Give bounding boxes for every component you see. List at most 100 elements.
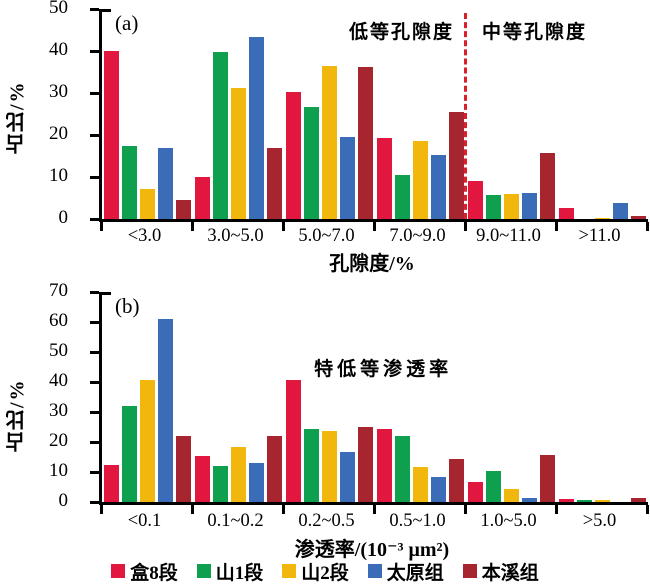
legend-label-1: 盒8段 <box>130 562 178 584</box>
y-tick-label-a-40: 40 <box>49 39 68 61</box>
bar-a-series1-cat6 <box>559 207 574 219</box>
annotation-ultra-low-permeability: 特低等渗透率 <box>314 359 453 380</box>
x-tick-b-0 <box>100 505 103 514</box>
y-tick-b-50 <box>90 351 99 354</box>
bar-b-series3-cat1 <box>140 379 155 502</box>
y-tick-b-0 <box>90 501 99 504</box>
bar-b-series2-cat6 <box>577 499 592 502</box>
y-tick-label-a-0: 0 <box>58 207 69 229</box>
bar-b-series2-cat2 <box>213 466 228 502</box>
bar-a-series4-cat6 <box>613 203 628 219</box>
bar-a-series3-cat1 <box>140 188 155 219</box>
bar-a-series2-cat3 <box>304 107 319 219</box>
x-tick-a-2 <box>282 222 285 231</box>
y-tick-label-a-50: 50 <box>49 0 68 19</box>
x-axis-tick-labels-b: <0.1 0.1~0.2 0.2~0.5 0.5~1.0 1.0~5.0 >5.0 <box>99 511 645 532</box>
x-tick-label-b-3: 0.2~0.5 <box>298 511 355 531</box>
bar-a-series4-cat3 <box>340 137 355 219</box>
bar-b-series4-cat1 <box>158 319 173 502</box>
legend-label-3: 山2段 <box>301 562 349 584</box>
bar-group-b-5 <box>466 292 557 502</box>
bar-group-a-3 <box>284 9 375 219</box>
bar-b-series3-cat2 <box>231 446 246 502</box>
bar-b-series2-cat3 <box>304 428 319 502</box>
x-tick-label-b-2: 0.1~0.2 <box>207 511 264 531</box>
legend-label-2: 山1段 <box>215 562 264 584</box>
bar-a-series1-cat1 <box>104 51 119 219</box>
bar-b-series5-cat6 <box>631 497 646 502</box>
bar-a-series3-cat6 <box>595 217 610 219</box>
x-tick-a-1 <box>191 222 194 231</box>
x-tick-label-b-1: <0.1 <box>127 511 162 531</box>
bar-b-series5-cat2 <box>267 436 282 502</box>
y-tick-a-10 <box>90 176 99 179</box>
legend-label-4: 太原组 <box>386 562 444 584</box>
bar-group-a-2 <box>193 9 284 219</box>
y-tick-a-40 <box>90 50 99 53</box>
bar-a-series5-cat2 <box>267 147 282 219</box>
bar-b-series1-cat1 <box>104 465 119 502</box>
bar-b-series1-cat6 <box>559 499 574 502</box>
y-tick-a-50 <box>90 8 99 11</box>
y-axis-top-tick-a <box>102 9 111 12</box>
panel-label-b: (b) <box>115 294 140 318</box>
bar-b-series5-cat5 <box>540 455 555 502</box>
bar-b-series3-cat5 <box>504 488 519 502</box>
bar-a-series2-cat2 <box>213 51 228 219</box>
x-tick-b-2 <box>282 505 285 514</box>
x-tick-label-a-4: 7.0~9.0 <box>389 226 446 246</box>
x-axis-tick-labels-a: <3.0 3.0~5.0 5.0~7.0 7.0~9.0 9.0~11.0 >11.0 <box>99 226 645 247</box>
bar-a-series3-cat2 <box>231 87 246 219</box>
bar-b-series5-cat3 <box>358 427 373 502</box>
bar-a-series4-cat4 <box>431 154 446 219</box>
x-tick-a-4 <box>464 222 467 231</box>
panel-b-permeability: 占比/% 0 10 20 30 40 50 60 70 (b) 特低等渗透率 <0.1 0.1~… <box>0 274 650 561</box>
bar-b-series4-cat3 <box>340 451 355 502</box>
plot-area-b: (b) 特低等渗透率 <box>90 291 649 514</box>
bar-a-series1-cat5 <box>468 181 483 219</box>
bar-b-series4-cat2 <box>249 463 264 502</box>
y-tick-label-b-20: 20 <box>49 430 68 452</box>
bar-groups-a <box>102 9 648 219</box>
y-axis-tick-labels-b: 0 10 20 30 40 50 60 70 <box>0 280 84 511</box>
bar-b-series4-cat4 <box>431 477 446 502</box>
bar-b-series5-cat4 <box>449 458 464 502</box>
bar-b-series2-cat5 <box>486 470 501 502</box>
bar-b-series3-cat6 <box>595 499 610 502</box>
bar-a-series5-cat1 <box>176 200 191 219</box>
y-axis-top-tick-b <box>102 292 111 295</box>
x-tick-label-a-1: <3.0 <box>127 226 162 246</box>
bar-group-b-3 <box>284 292 375 502</box>
y-tick-a-20 <box>90 134 99 137</box>
x-tick-a-6 <box>646 222 649 231</box>
plot-area-a: (a) 低等孔隙度 中等孔隙度 <box>90 8 649 231</box>
x-tick-a-5 <box>555 222 558 231</box>
bar-b-series1-cat3 <box>286 380 301 502</box>
y-tick-label-b-0: 0 <box>58 490 69 512</box>
bar-b-series3-cat3 <box>322 430 337 502</box>
x-tick-b-5 <box>555 505 558 514</box>
bar-a-series4-cat5 <box>522 192 537 219</box>
bar-b-series5-cat1 <box>176 436 191 502</box>
legend: 盒8段 山1段 山2段 太原组 本溪组 <box>0 558 650 584</box>
y-tick-b-40 <box>90 381 99 384</box>
x-axis-title-a: 孔隙度/% <box>329 253 415 275</box>
legend-item-5: 本溪组 <box>462 558 539 585</box>
legend-swatch-2 <box>196 564 211 578</box>
legend-item-3: 山2段 <box>282 558 349 585</box>
y-axis-tick-labels-a: 0 10 20 30 40 50 <box>0 0 84 228</box>
annotation-low-porosity: 低等孔隙度 <box>349 22 455 43</box>
bar-b-series1-cat5 <box>468 481 483 502</box>
bar-group-b-2 <box>193 292 284 502</box>
legend-label-5: 本溪组 <box>481 562 539 584</box>
y-tick-a-30 <box>90 92 99 95</box>
bar-a-series3-cat4 <box>413 140 428 219</box>
y-tick-b-60 <box>90 321 99 324</box>
x-tick-b-1 <box>191 505 194 514</box>
x-tick-b-3 <box>373 505 376 514</box>
bar-a-series2-cat5 <box>486 194 501 219</box>
x-tick-b-4 <box>464 505 467 514</box>
y-tick-label-a-20: 20 <box>49 123 68 145</box>
y-tick-label-a-30: 30 <box>49 81 68 103</box>
